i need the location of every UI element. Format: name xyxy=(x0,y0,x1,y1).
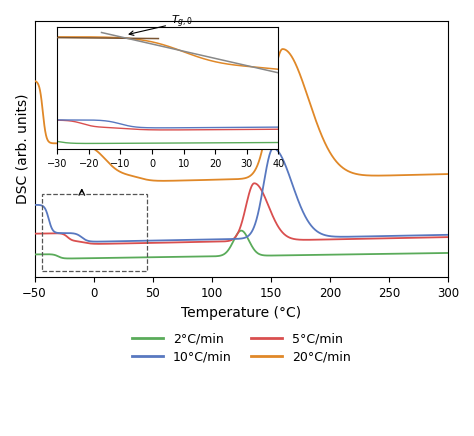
Legend: 2°C/min, 10°C/min, 5°C/min, 20°C/min: 2°C/min, 10°C/min, 5°C/min, 20°C/min xyxy=(127,327,356,368)
Y-axis label: DSC (arb. units): DSC (arb. units) xyxy=(15,94,29,204)
X-axis label: Temperature (°C): Temperature (°C) xyxy=(181,306,301,320)
